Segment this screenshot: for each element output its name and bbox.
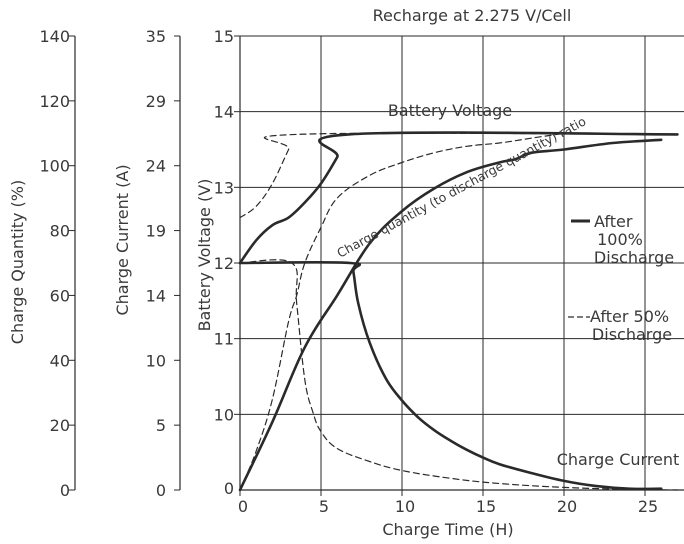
series-charge-current-solid — [238, 260, 663, 491]
legend-dashed-line-2: Discharge — [592, 325, 672, 344]
legend-dashed-line-1: After 50% — [590, 307, 669, 326]
charge-quantity-tick-label: 40 — [50, 351, 70, 370]
x-tick-label: 5 — [319, 497, 329, 516]
x-axis-title: Charge Time (H) — [382, 520, 513, 539]
y-axis-title-battery-voltage: Battery Voltage (V) — [195, 179, 214, 332]
battery-voltage-tick-label: 12 — [214, 254, 234, 273]
battery-voltage-tick-label: 13 — [214, 178, 234, 197]
charge-current-tick-label: 29 — [146, 92, 166, 111]
series-charge-quantity-dashed — [239, 132, 565, 491]
charge-current-tick-label: 24 — [146, 157, 166, 176]
charge-quantity-tick-label: 20 — [50, 416, 70, 435]
battery-voltage-annotation: Battery Voltage — [388, 101, 512, 120]
battery-voltage-tick-label: 10 — [214, 405, 234, 424]
charge-current-annotation: Charge Current — [557, 450, 680, 469]
series-group — [238, 131, 679, 492]
x-tick-label: 10 — [395, 497, 415, 516]
x-tick-label: 0 — [238, 497, 248, 516]
battery-voltage-tick-label: 14 — [214, 103, 234, 122]
charge-quantity-tick-label: 140 — [39, 27, 70, 46]
legend-solid-line-1: After — [594, 212, 633, 231]
battery-voltage-tick-label: 11 — [214, 330, 234, 349]
battery-voltage-tick-label: 15 — [214, 27, 234, 46]
axes: 0 5 10 15 20 25020406080100120140051014192429… — [39, 27, 684, 516]
y-axis-title-charge-quantity: Charge Quantity (%) — [8, 180, 27, 344]
charge-quantity-tick-label: 80 — [50, 222, 70, 241]
legend: After 100% Discharge After 50% Discharge — [568, 212, 674, 344]
charge-current-tick-label: 5 — [156, 416, 166, 435]
charge-current-tick-label: 19 — [146, 222, 166, 241]
x-tick-label: 20 — [557, 497, 577, 516]
charge-current-tick-label: 10 — [146, 351, 166, 370]
charge-current-tick-label: 14 — [146, 286, 166, 305]
chart-title: Recharge at 2.275 V/Cell — [373, 6, 572, 25]
x-tick-label: 25 — [638, 497, 658, 516]
charge-quantity-tick-label: 100 — [39, 157, 70, 176]
charge-current-tick-label: 0 — [156, 481, 166, 500]
charge-quantity-tick-label: 120 — [39, 92, 70, 111]
series-battery-voltage-dashed — [239, 132, 678, 219]
battery-voltage-zero-label: 0 — [224, 479, 234, 498]
charge-quantity-tick-label: 0 — [60, 481, 70, 500]
series-charge-current-dashed — [239, 259, 678, 491]
charge-current-tick-label: 35 — [146, 27, 166, 46]
series-charge-quantity-solid — [238, 138, 663, 492]
series-battery-voltage-solid — [238, 131, 679, 265]
legend-solid-line-2: 100% — [597, 230, 643, 249]
charge-quantity-tick-label: 60 — [50, 286, 70, 305]
legend-solid-line-3: Discharge — [594, 248, 674, 267]
y-axis-title-charge-current: Charge Current (A) — [113, 164, 132, 315]
x-tick-label: 15 — [476, 497, 496, 516]
